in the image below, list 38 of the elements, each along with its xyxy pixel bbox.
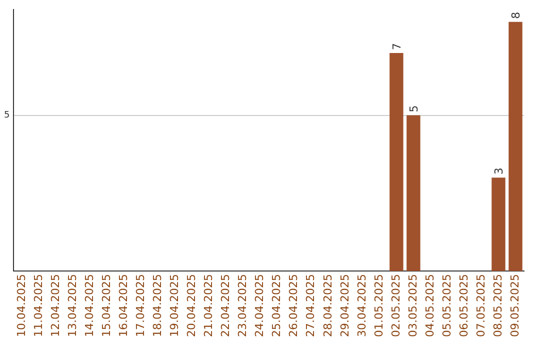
x-tick-label: 04.05.2025 [423,274,436,338]
data-label: 8 [509,12,522,19]
bar [492,178,506,272]
x-tick-label: 01.05.2025 [372,274,386,338]
x-tick-label: 22.04.2025 [219,274,232,338]
x-tick-label: 06.05.2025 [457,274,470,338]
x-tick-label: 11.04.2025 [32,274,46,338]
x-tick-label: 28.04.2025 [321,274,334,338]
x-tick-label: 24.04.2025 [253,274,266,338]
x-tick-label: 16.04.2025 [117,274,130,338]
x-tick-label: 07.05.2025 [474,274,488,338]
x-tick-label: 10.04.2025 [15,274,28,338]
bar [390,53,404,272]
x-tick-label: 12.04.2025 [49,274,62,338]
x-tick-label: 20.04.2025 [185,274,198,338]
x-tick-label: 26.04.2025 [287,274,300,338]
x-tick-label: 30.04.2025 [355,274,368,338]
bar [406,115,420,272]
x-tick-label: 13.04.2025 [66,274,80,338]
data-label: 5 [407,105,420,112]
x-tick-label: 02.05.2025 [389,274,402,338]
x-tick-label: 05.05.2025 [440,274,454,338]
x-tick-label: 25.04.2025 [270,274,284,338]
x-tick-label: 27.04.2025 [304,274,318,338]
data-label: 3 [492,168,506,175]
x-tick-label: 09.05.2025 [508,274,522,338]
data-label: 7 [390,43,404,50]
x-tick-label: 23.04.2025 [236,274,250,338]
bar [508,22,522,272]
x-tick-label: 08.05.2025 [491,274,504,338]
x-tick-label: 03.05.2025 [406,274,420,338]
x-tick-label: 19.04.2025 [168,274,182,338]
x-tick-label: 29.04.2025 [338,274,352,338]
x-tick-label: 18.04.2025 [151,274,164,338]
x-tick-label: 17.04.2025 [134,274,148,338]
x-tick-label: 15.04.2025 [100,274,114,338]
x-tick-label: 21.04.2025 [202,274,216,338]
x-tick-label: 14.04.2025 [83,274,96,338]
